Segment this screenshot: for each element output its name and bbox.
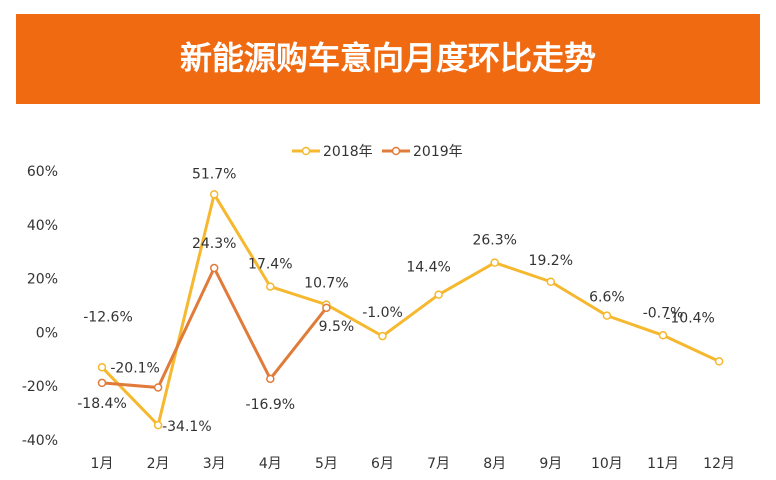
data-label: -0.7%	[643, 305, 684, 321]
y-tick-label: 60%	[27, 164, 58, 180]
data-point	[714, 357, 724, 366]
legend-label: 2019年	[413, 144, 463, 160]
legend-label: 2018年	[323, 144, 373, 160]
data-label: -18.4%	[77, 396, 127, 412]
series-line	[100, 192, 720, 427]
data-point	[209, 263, 219, 273]
data-label: -16.9%	[246, 397, 296, 413]
x-tick-label: 3月	[203, 456, 226, 472]
x-tick-label: 7月	[427, 456, 450, 472]
y-tick-label: 40%	[27, 218, 58, 234]
legend-marker	[391, 146, 401, 156]
x-tick-label: 9月	[539, 456, 562, 472]
data-point	[266, 374, 275, 384]
data-point	[322, 303, 331, 313]
data-point	[97, 378, 107, 388]
data-label: -12.6%	[83, 309, 133, 325]
data-label: 24.3%	[192, 236, 236, 252]
x-tick-label: 5月	[315, 456, 338, 472]
data-label: 14.4%	[406, 260, 450, 276]
data-point	[97, 363, 107, 372]
data-label: 26.3%	[472, 233, 516, 249]
data-point	[266, 282, 275, 291]
x-tick-label: 2月	[147, 456, 170, 472]
x-tick-label: 11月	[647, 456, 679, 472]
data-label: 6.6%	[589, 290, 625, 306]
data-point	[602, 311, 612, 320]
data-point	[490, 258, 499, 267]
data-label: -20.1%	[110, 360, 160, 376]
x-tick-label: 12月	[703, 456, 735, 472]
data-label: 17.4%	[248, 257, 292, 273]
data-point	[434, 290, 443, 299]
data-point	[153, 420, 163, 430]
y-tick-label: -20%	[22, 379, 58, 395]
data-label: 51.7%	[192, 166, 236, 182]
y-tick-label: 0%	[36, 325, 58, 341]
title-banner	[16, 14, 760, 104]
data-point	[658, 331, 668, 340]
data-label: 19.2%	[529, 253, 573, 269]
x-tick-label: 8月	[483, 456, 506, 472]
data-label: 9.5%	[319, 319, 355, 335]
data-point	[153, 383, 163, 392]
data-point	[209, 190, 219, 199]
data-label: 10.7%	[304, 276, 348, 292]
data-point	[546, 277, 556, 287]
data-label: -34.1%	[162, 419, 212, 435]
y-tick-label: -40%	[22, 433, 58, 449]
data-label: -10.4%	[665, 310, 715, 326]
x-tick-label: 6月	[371, 456, 394, 472]
x-tick-label: 4月	[259, 456, 282, 472]
data-point	[378, 331, 387, 341]
chart-title: 新能源购车意向月度环比走势	[180, 39, 596, 77]
data-label: -1.0%	[362, 305, 403, 321]
x-tick-label: 10月	[591, 456, 623, 472]
y-tick-label: 20%	[27, 272, 58, 288]
legend-marker	[301, 146, 311, 156]
x-tick-label: 1月	[91, 456, 114, 472]
